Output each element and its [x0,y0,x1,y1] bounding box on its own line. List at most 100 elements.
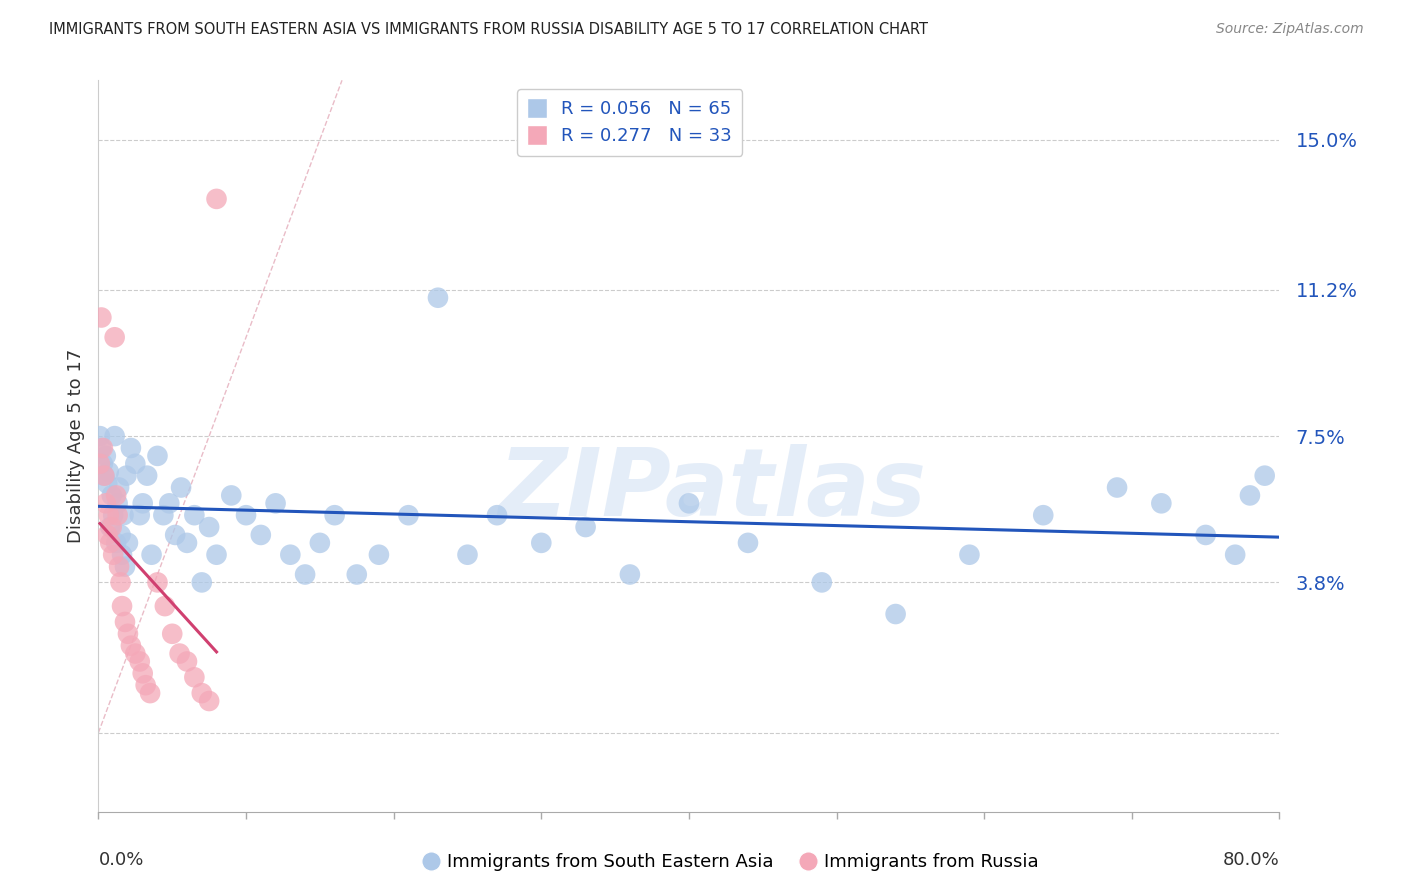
Point [108,481,131,495]
Point [117,536,139,550]
Point [198,694,221,708]
Point [115,468,138,483]
Text: ZIPatlas: ZIPatlas [499,444,927,536]
Point [96,528,118,542]
Text: Source: ZipAtlas.com: Source: ZipAtlas.com [1216,22,1364,37]
Point [89,457,111,471]
Point [93,468,115,483]
Point [104,330,127,344]
Point [176,655,198,669]
Point [139,686,162,700]
Text: 0.0%: 0.0% [98,851,143,869]
Point [136,468,159,483]
Point [132,496,155,510]
Point [141,548,163,562]
Point [170,481,193,495]
Point [884,607,907,621]
Point [530,536,553,550]
Point [294,567,316,582]
Point [205,192,228,206]
Point [398,508,420,523]
Point [111,548,134,562]
Legend: R = 0.056   N = 65, R = 0.277   N = 33: R = 0.056 N = 65, R = 0.277 N = 33 [517,89,742,156]
Point [128,508,150,523]
Point [152,508,174,523]
Point [117,627,139,641]
Point [1150,496,1173,510]
Point [104,429,127,443]
Point [575,520,598,534]
Point [205,548,228,562]
Point [221,488,243,502]
Point [91,457,114,471]
Point [169,647,191,661]
Point [1254,468,1277,483]
Point [93,468,115,483]
Point [98,520,121,534]
Point [135,678,157,692]
Point [1107,481,1129,495]
Text: 80.0%: 80.0% [1223,851,1279,869]
Point [98,536,121,550]
Point [427,291,450,305]
Point [737,536,759,550]
Point [94,449,117,463]
Point [97,508,120,523]
Point [100,520,122,534]
Point [264,496,287,510]
Point [191,686,214,700]
Point [309,536,332,550]
Point [619,567,641,582]
Point [107,496,129,510]
Point [457,548,479,562]
Point [176,536,198,550]
Point [89,429,111,443]
Point [1032,508,1054,523]
Point [346,567,368,582]
Point [105,536,128,550]
Point [250,528,273,542]
Point [110,528,132,542]
Point [96,476,118,491]
Point [146,449,169,463]
Point [132,666,155,681]
Point [235,508,257,523]
Point [103,548,125,562]
Point [1225,548,1247,562]
Point [107,508,129,523]
Point [105,488,128,502]
Point [678,496,700,510]
Point [94,496,117,510]
Legend: Immigrants from South Eastern Asia, Immigrants from Russia: Immigrants from South Eastern Asia, Immi… [416,847,1046,879]
Point [162,627,183,641]
Point [100,488,122,502]
Point [128,655,150,669]
Point [146,575,169,590]
Point [183,508,205,523]
Point [103,508,125,523]
Point [323,508,346,523]
Point [810,575,832,590]
Point [153,599,176,614]
Point [486,508,509,523]
Point [90,441,112,455]
Point [114,559,136,574]
Point [90,310,112,325]
Point [183,670,205,684]
Point [165,528,187,542]
Point [157,496,180,510]
Point [280,548,302,562]
Point [198,520,221,534]
Text: IMMIGRANTS FROM SOUTH EASTERN ASIA VS IMMIGRANTS FROM RUSSIA DISABILITY AGE 5 TO: IMMIGRANTS FROM SOUTH EASTERN ASIA VS IM… [49,22,928,37]
Point [91,441,114,455]
Point [191,575,214,590]
Point [124,647,146,661]
Point [368,548,391,562]
Y-axis label: Disability Age 5 to 17: Disability Age 5 to 17 [66,349,84,543]
Point [120,639,142,653]
Point [97,465,120,479]
Point [1239,488,1261,502]
Point [112,508,135,523]
Point [124,457,146,471]
Point [110,575,132,590]
